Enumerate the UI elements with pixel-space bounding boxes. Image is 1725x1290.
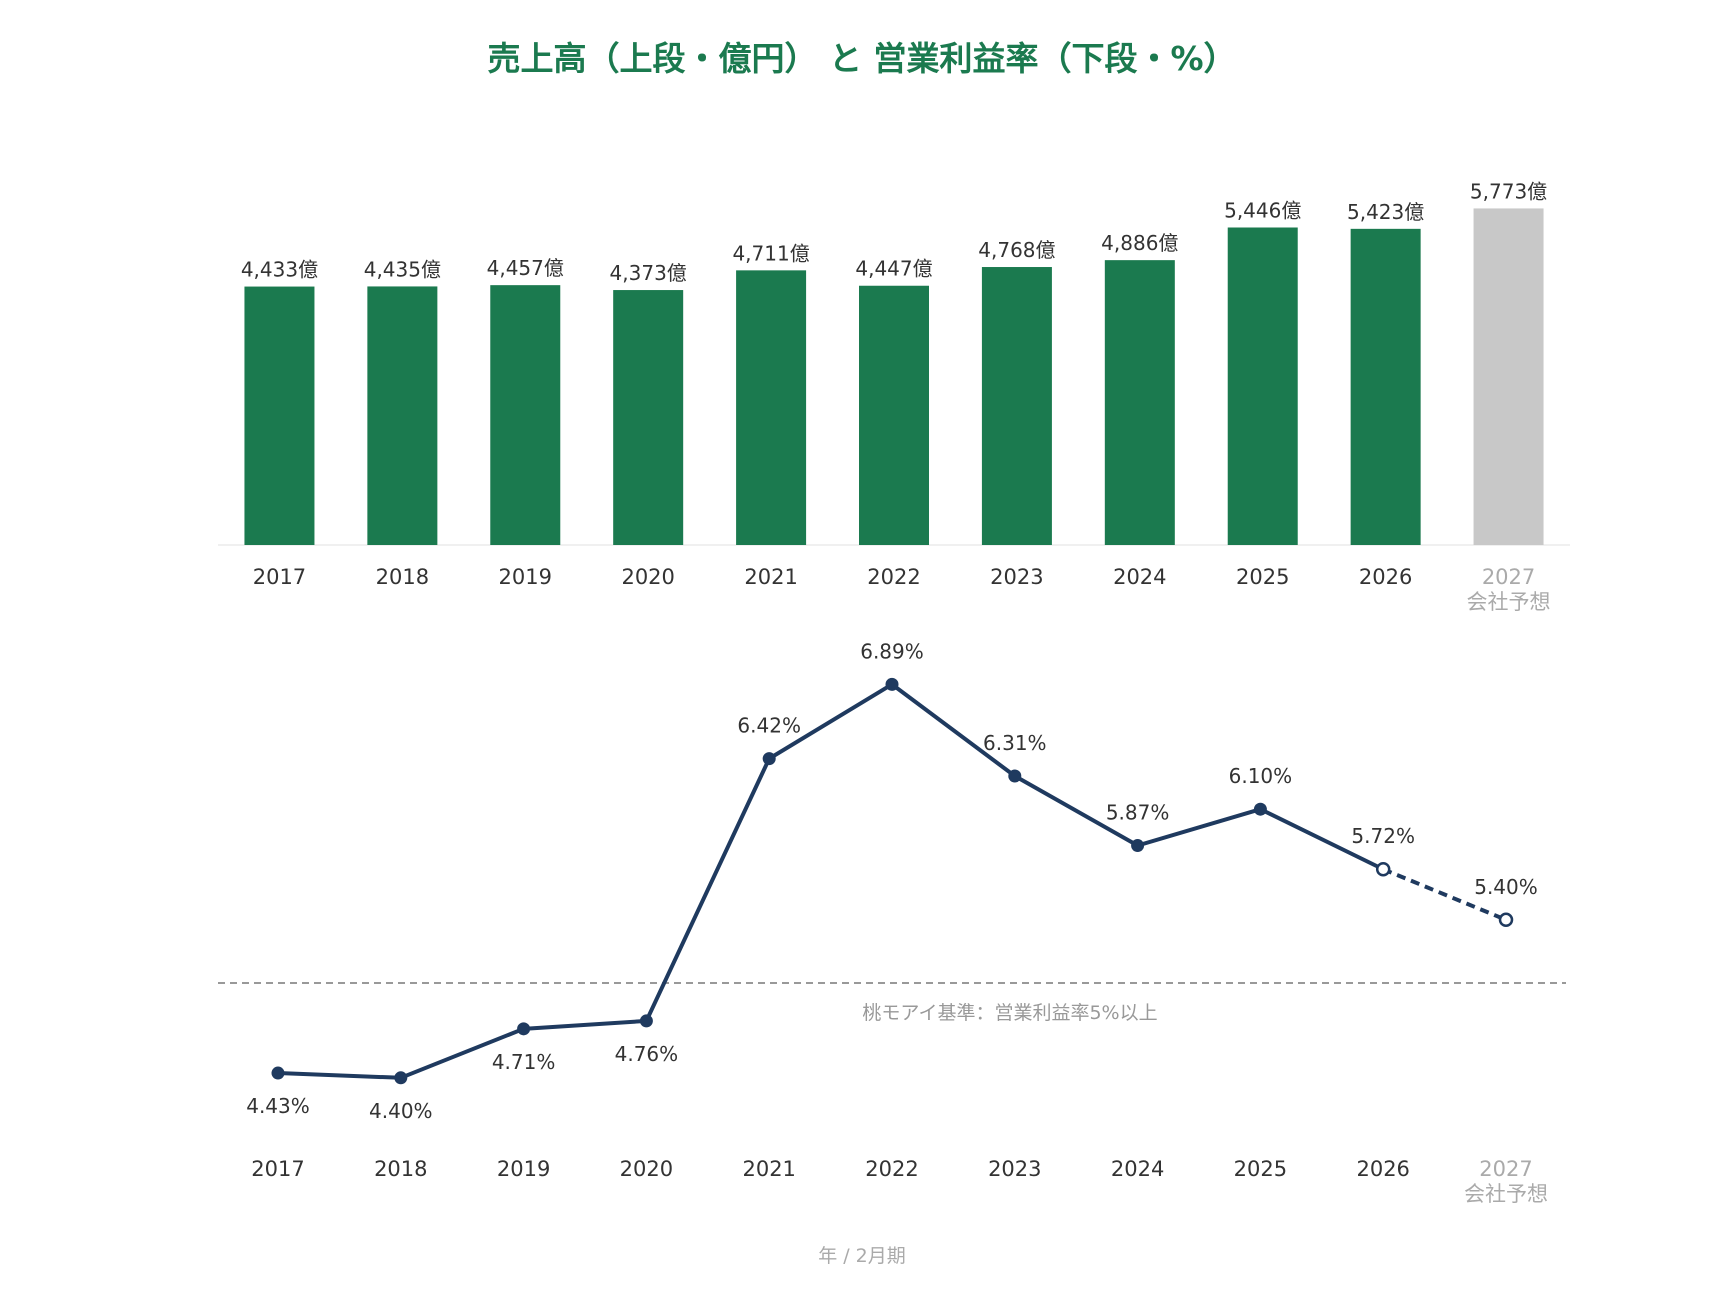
x-tick-label: 2018: [376, 565, 429, 589]
x-tick-label: 2020: [621, 565, 674, 589]
point-value-label: 4.76%: [615, 1042, 679, 1066]
sales-bar: [367, 286, 438, 545]
x-tick-label: 2027: [1482, 565, 1535, 589]
point-value-label: 5.40%: [1474, 875, 1538, 899]
sales-bar: [981, 267, 1052, 545]
sales-bar: [1227, 227, 1298, 545]
x-tick-label: 2017: [251, 1157, 304, 1181]
reference-line-label: 桃モアイ基準：営業利益率5%以上: [862, 1002, 1157, 1024]
bar-value-label: 4,711億: [732, 241, 809, 265]
x-tick-label: 2023: [988, 1157, 1041, 1181]
margin-point: [639, 1014, 653, 1028]
x-tick-label: 2026: [1356, 1157, 1409, 1181]
bar-value-label: 4,373億: [610, 261, 687, 285]
point-value-label: 5.87%: [1106, 801, 1170, 825]
bar-value-label: 4,768億: [978, 238, 1055, 262]
x-tick-label: 2017: [253, 565, 306, 589]
margin-point: [885, 677, 899, 691]
sales-bar: [490, 285, 561, 545]
x-tick-label: 2018: [374, 1157, 427, 1181]
margin-point: [517, 1022, 531, 1036]
margin-line-actual: [277, 682, 1385, 1080]
bar-value-label: 4,457億: [487, 256, 564, 280]
point-value-label: 6.42%: [737, 714, 801, 738]
chart-title: 売上高（上段・億円） と 営業利益率（下段・%）: [487, 39, 1236, 78]
sales-bar: [1350, 228, 1421, 545]
bar-value-label: 5,446億: [1224, 198, 1301, 222]
sales-bar: [613, 290, 684, 545]
x-tick-label: 2025: [1236, 565, 1289, 589]
margin-point: [1253, 802, 1267, 816]
sales-bar-chart: 4,433億 2017 4,435億 2018 4,457億 2019 4,373億 2020…: [218, 179, 1570, 614]
margin-point: [762, 752, 776, 766]
bar-value-label: 4,435億: [364, 257, 441, 281]
x-tick-label: 2020: [620, 1157, 673, 1181]
x-tick-label: 2024: [1111, 1157, 1164, 1181]
bar-value-label: 5,423億: [1347, 200, 1424, 224]
point-value-label: 4.43%: [246, 1094, 310, 1118]
margin-point: [1008, 769, 1022, 783]
sales-bar: [1104, 260, 1175, 545]
x-tick-label: 2026: [1359, 565, 1412, 589]
bar-value-label: 4,433億: [241, 258, 318, 282]
x-tick-label: 2022: [867, 565, 920, 589]
point-value-label: 6.31%: [983, 731, 1047, 755]
bar-value-label: 4,886億: [1101, 231, 1178, 255]
x-tick-label: 2022: [865, 1157, 918, 1181]
point-value-label: 4.40%: [369, 1099, 433, 1123]
margin-point: [271, 1066, 285, 1080]
margin-line-chart: 桃モアイ基準：営業利益率5%以上 4.43% 2017 4.40% 2018 4.71% 2…: [218, 639, 1566, 1206]
sales-bar: [859, 285, 929, 545]
point-value-label: 6.89%: [860, 639, 924, 663]
margin-line-forecast: [1382, 867, 1507, 922]
sales-bar: [244, 286, 315, 545]
forecast-bar: [1473, 208, 1544, 546]
x-axis-caption: 年 / 2月期: [818, 1245, 906, 1267]
x-tick-label: 2023: [990, 565, 1043, 589]
point-value-label: 4.71%: [492, 1050, 556, 1074]
point-value-label: 6.10%: [1229, 764, 1293, 788]
x-tick-sublabel: 会社予想: [1464, 1182, 1548, 1206]
x-tick-label: 2025: [1234, 1157, 1287, 1181]
x-tick-label: 2027: [1479, 1157, 1532, 1181]
x-tick-label: 2021: [744, 565, 797, 589]
sales-bar: [736, 270, 807, 545]
point-value-label: 5.72%: [1351, 824, 1415, 848]
forecast-point: [1498, 912, 1514, 928]
x-tick-label: 2019: [497, 1157, 550, 1181]
bar-value-label: 5,773億: [1470, 179, 1547, 203]
margin-point: [394, 1071, 408, 1085]
forecast-point: [1375, 861, 1391, 877]
x-tick-label: 2019: [499, 565, 552, 589]
margin-point: [1131, 839, 1145, 853]
bar-value-label: 4,447億: [855, 257, 932, 281]
x-tick-label: 2024: [1113, 565, 1166, 589]
x-tick-label: 2021: [742, 1157, 795, 1181]
x-tick-sublabel: 会社予想: [1467, 590, 1551, 614]
